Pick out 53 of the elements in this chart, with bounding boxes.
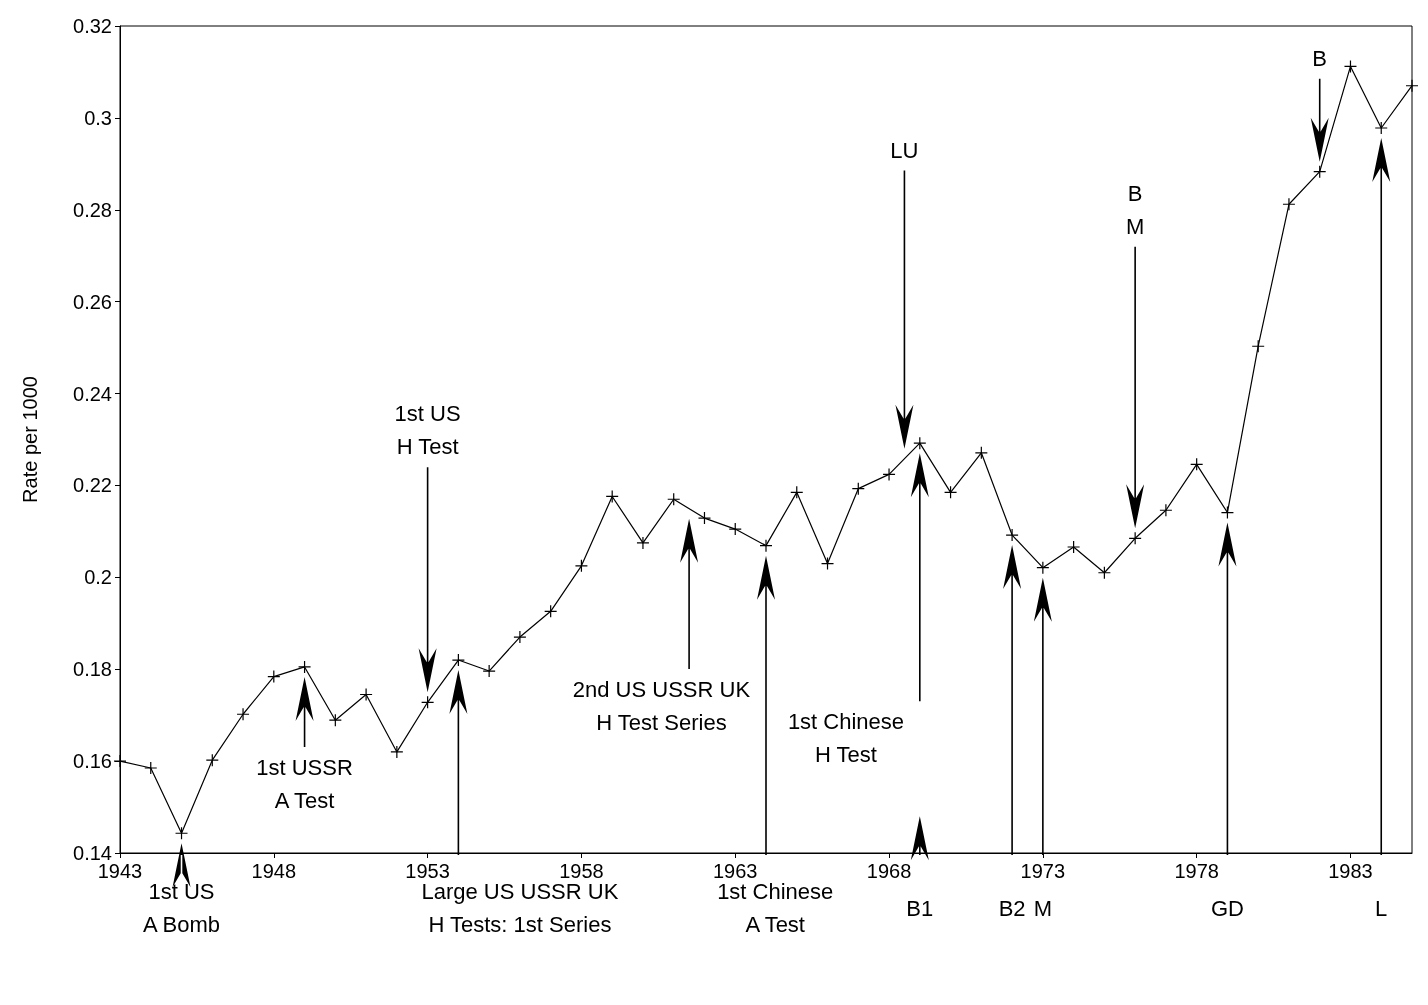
text: Large US USSR UK H Tests: 1st Series	[421, 879, 619, 937]
text: B1	[906, 895, 934, 921]
point	[1006, 529, 1019, 542]
point	[114, 755, 126, 768]
point	[760, 539, 772, 552]
annotation: 1st US H Test	[394, 401, 461, 460]
x-tick-label: 1968	[866, 860, 912, 882]
y-tick-label: 0.3	[84, 106, 112, 129]
text: L	[1375, 895, 1388, 921]
point	[1159, 504, 1172, 517]
text: 1st US A Bomb	[143, 879, 221, 937]
y-tick-label: 0.32	[73, 15, 112, 37]
point	[390, 745, 403, 758]
annotation: LU	[890, 137, 919, 163]
y-tick-label: 0.22	[73, 474, 112, 497]
y-tick-label: 0.16	[73, 750, 112, 773]
point	[698, 512, 711, 525]
annotation: 1st USSR A Test	[256, 755, 353, 814]
point	[237, 708, 250, 721]
annotation: B	[1312, 45, 1328, 71]
point	[483, 665, 496, 678]
x-tick-label: 1978	[1174, 860, 1219, 882]
y-tick-label: 0.18	[73, 658, 112, 681]
point	[1375, 122, 1388, 134]
y-tick-label: 0.26	[73, 290, 112, 313]
text: M	[1033, 895, 1053, 921]
x-tick-label: 1948	[251, 860, 297, 882]
y-tick-label: 0.24	[73, 382, 112, 405]
x-tick-label: 1958	[559, 860, 604, 882]
text: GD	[1210, 895, 1244, 921]
point	[1282, 198, 1295, 211]
text: 1st Chinese A Test	[717, 879, 834, 937]
point	[298, 660, 311, 673]
point	[883, 468, 896, 481]
y-axis-title: Rate per 1000	[19, 376, 41, 503]
point	[1406, 79, 1418, 92]
annotation: 2nd US USSR UK H Test Series	[572, 676, 751, 735]
x-tick-label: 1973	[1020, 860, 1066, 882]
point	[1067, 541, 1080, 554]
x-tick-label: 1963	[712, 860, 758, 882]
point	[360, 688, 373, 701]
annotation: 1st Chinese H Test	[787, 709, 905, 768]
x-tick-label: 1953	[405, 860, 450, 882]
y-tick-label: 0.28	[73, 198, 112, 221]
y-tick-label: 0.2	[84, 566, 112, 589]
point	[636, 536, 649, 549]
point	[144, 762, 157, 774]
point	[729, 523, 742, 536]
x-tick-label: 1983	[1328, 860, 1373, 882]
point	[452, 654, 465, 667]
text: B2	[998, 895, 1026, 921]
point	[513, 631, 526, 644]
annotation: B M	[1125, 180, 1145, 239]
